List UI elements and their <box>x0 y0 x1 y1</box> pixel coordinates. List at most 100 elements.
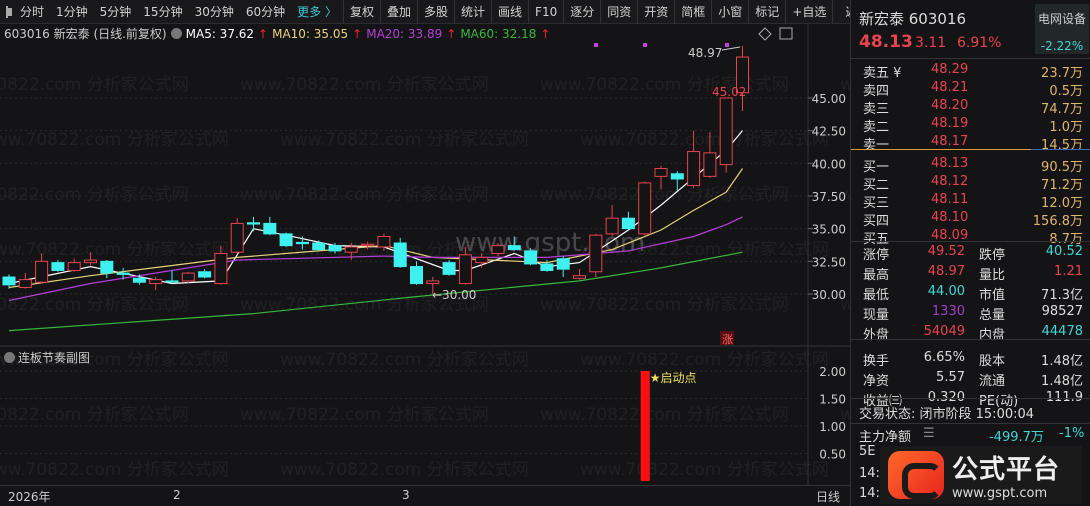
stat-label: 流通 <box>979 374 1006 389</box>
candle-down <box>263 222 277 235</box>
candle-down <box>2 276 16 286</box>
candle-up <box>573 275 586 279</box>
stat-label: 现量 <box>863 308 890 323</box>
level-price: 48.13 <box>931 156 969 171</box>
period-label[interactable]: 日线 <box>816 490 841 504</box>
stat-value: 48.97 <box>927 264 965 279</box>
stat-label: 市值 <box>979 288 1006 303</box>
period-tab[interactable]: 15分钟 <box>143 4 183 19</box>
level-label: 买五 <box>863 232 890 247</box>
layout-toggle-icon[interactable] <box>6 5 12 18</box>
stat-label: 换手 <box>863 354 890 369</box>
stat-label: 涨停 <box>863 248 890 263</box>
candle-up <box>426 280 440 285</box>
level-label: 卖四 <box>863 84 890 99</box>
period-tab[interactable]: 60分钟 <box>245 4 286 19</box>
stat-value: 49.52 <box>927 244 965 259</box>
up-arrow-icon: ↑ <box>446 26 457 41</box>
high-arrow-icon <box>721 46 741 51</box>
stat-value: 54049 <box>923 324 965 339</box>
tick-button[interactable]: 逐分 <box>563 0 600 24</box>
dropdown-icon[interactable] <box>170 28 182 39</box>
dropdown-icon[interactable] <box>4 352 15 363</box>
period-toolbar: 分时 1分钟 5分钟 15分钟 30分钟 60分钟 更多 〉 复权 叠加 多股 … <box>0 0 869 24</box>
candle-up <box>18 279 32 288</box>
sub-tick-label: 1.00 <box>819 420 846 434</box>
panel-toggle-icon <box>779 27 793 40</box>
stats-row: 现量 1330 总量 98527 <box>851 304 1090 323</box>
candle-down <box>670 173 684 180</box>
same-capital-button[interactable]: 同资 <box>600 0 637 24</box>
level-price: 48.29 <box>931 62 969 77</box>
level-label: 买二 <box>863 178 890 193</box>
ma60-line <box>8 251 743 332</box>
limit-price-label: 45.02 <box>712 85 746 99</box>
signal-marker <box>594 43 598 47</box>
candle-down <box>279 233 293 247</box>
stat-value: 98527 <box>1041 304 1083 319</box>
ma20-value: MA20: 33.89 <box>366 26 443 41</box>
candle-up <box>344 246 358 253</box>
overlay-button[interactable]: 叠加 <box>379 0 417 24</box>
period-tab[interactable]: 5分钟 <box>99 4 132 19</box>
price-change: 3.11 <box>915 35 947 51</box>
list-icon[interactable]: ☰ <box>923 426 935 441</box>
kline-chart[interactable]: 45.00 42.50 40.00 37.50 35.00 32.50 30.00 48.97… <box>0 0 850 506</box>
candle-up <box>458 254 472 285</box>
level-price: 48.11 <box>931 192 969 207</box>
level-price: 48.10 <box>931 210 969 225</box>
signal-marker <box>725 43 729 47</box>
candle-up <box>35 260 49 283</box>
fuquan-button[interactable]: 复权 <box>342 0 380 24</box>
level-label: 买四 <box>863 214 890 229</box>
add-watchlist-button[interactable]: +自选 <box>785 0 832 24</box>
open-capital-button[interactable]: 开资 <box>637 0 674 24</box>
price-tick-label: 35.00 <box>812 223 846 237</box>
candle-down <box>312 242 326 251</box>
up-arrow-icon: ↑ <box>352 26 363 41</box>
level-label: 卖二 <box>863 120 890 135</box>
limit-up-badge <box>720 331 734 345</box>
price-tick-label: 45.00 <box>812 92 846 106</box>
price-tick-label: 32.50 <box>812 255 846 269</box>
mark-button[interactable]: 标记 <box>748 0 785 24</box>
multi-stock-button[interactable]: 多股 <box>417 0 454 24</box>
subchart-header: 连板节奏副图 <box>4 349 90 366</box>
draw-line-button[interactable]: 画线 <box>491 0 528 24</box>
sector-box[interactable]: 电网设备 -2.22% <box>1035 4 1089 54</box>
stats-row: 换手 6.65% 股本 1.48亿 <box>851 350 1090 369</box>
period-tab[interactable]: 30分钟 <box>194 4 234 19</box>
candle-down <box>442 262 456 275</box>
candle-up <box>67 262 81 271</box>
period-tab[interactable]: 分时 <box>20 4 45 19</box>
stat-label: 内盘 <box>979 328 1006 343</box>
stat-label: 量比 <box>979 268 1006 283</box>
date-label: 3 <box>402 488 410 502</box>
order-book-row: 卖四 48.21 0.5万 <box>851 80 1090 99</box>
candle-up <box>84 259 97 264</box>
stat-value: 5.57 <box>936 370 965 385</box>
f10-button[interactable]: F10 <box>528 0 563 24</box>
statistics-button[interactable]: 统计 <box>454 0 491 24</box>
candle-up <box>181 272 195 282</box>
chart-title: 603016 新宏泰 (日线.前复权) <box>4 27 167 41</box>
low-price-label: ←30.00 <box>432 288 476 302</box>
small-window-button[interactable]: 小窗 <box>711 0 748 24</box>
sector-change: -2.22% <box>1040 39 1084 53</box>
level-volume: 8.7万 <box>1049 232 1083 247</box>
candle-down <box>410 266 423 285</box>
simple-frame-button[interactable]: 简框 <box>674 0 711 24</box>
date-axis: 2026年 2 3 日线 <box>0 485 850 506</box>
level-label: 卖三 <box>863 102 890 117</box>
candle-down <box>295 241 309 245</box>
tick-time: 5E <box>859 444 876 459</box>
level-volume: 156.8万 <box>1032 214 1083 229</box>
ma60-value: MA60: 32.18 <box>460 26 537 41</box>
stat-value: 6.65% <box>923 350 965 365</box>
period-tab[interactable]: 1分钟 <box>56 4 88 19</box>
more-periods-button[interactable]: 更多 〉 <box>297 4 337 19</box>
ma5-line <box>8 130 743 285</box>
stat-value: 40.52 <box>1045 244 1083 259</box>
price-change-pct: 6.91% <box>957 35 1002 51</box>
stats-row: 最低 44.00 市值 71.3亿 <box>851 284 1090 303</box>
